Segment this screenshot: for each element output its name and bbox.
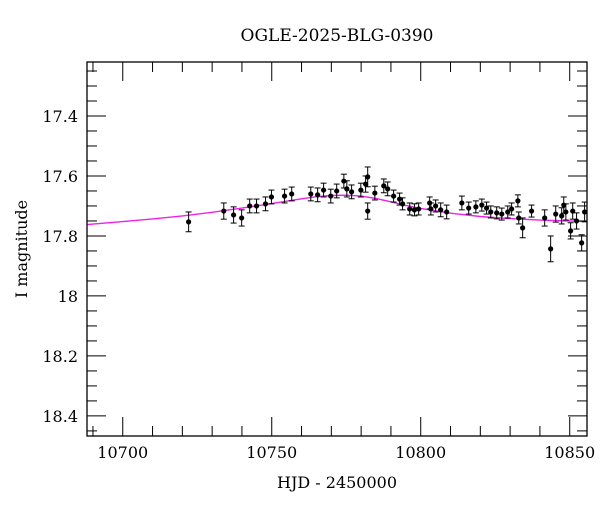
data-points <box>185 166 588 263</box>
x-tick-label: 10800 <box>395 443 446 462</box>
data-point <box>478 198 485 212</box>
data-point <box>528 204 535 218</box>
x-tick-label: 10700 <box>97 443 148 462</box>
x-axis-label: HJD - 2450000 <box>277 473 397 492</box>
y-tick-labels: 17.4 17.6 17.8 18 18.2 18.4 <box>42 107 78 426</box>
model-curve-line <box>86 194 588 226</box>
data-point <box>552 205 559 223</box>
data-point <box>443 204 450 220</box>
data-point <box>483 201 490 215</box>
y-axis-label: I magnitude <box>12 200 31 298</box>
y-tick-label: 17.4 <box>42 107 78 126</box>
data-point <box>458 195 465 211</box>
data-point <box>371 185 378 201</box>
data-point <box>519 217 526 239</box>
data-point <box>238 209 245 227</box>
data-point <box>281 188 288 204</box>
data-point <box>220 202 227 220</box>
data-point <box>415 202 422 216</box>
data-point <box>262 196 269 212</box>
data-point <box>364 166 371 188</box>
y-tick-label: 18.4 <box>42 407 78 426</box>
data-point <box>515 211 522 225</box>
data-point <box>333 183 340 199</box>
data-point <box>411 203 418 217</box>
axis-ticks <box>87 62 587 436</box>
data-point <box>384 181 391 197</box>
data-point <box>487 205 494 219</box>
data-point <box>185 211 192 233</box>
data-point <box>541 209 548 227</box>
data-point <box>380 178 387 194</box>
data-point <box>514 194 521 208</box>
model-curve <box>86 194 588 226</box>
data-point <box>253 198 260 214</box>
data-point <box>465 201 472 215</box>
data-point <box>562 203 569 221</box>
data-point <box>547 235 554 263</box>
data-point <box>357 182 364 198</box>
x-tick-labels: 10700 10750 10800 10850 <box>97 443 595 462</box>
data-point <box>508 202 515 216</box>
data-point <box>364 202 371 220</box>
data-point <box>427 202 434 216</box>
data-point <box>504 205 511 219</box>
data-point <box>230 206 237 224</box>
y-tick-label: 18 <box>58 287 78 306</box>
data-point <box>307 186 314 202</box>
plot-frame <box>86 61 588 437</box>
data-point <box>578 234 585 252</box>
data-point <box>406 202 413 216</box>
data-point <box>498 207 505 221</box>
data-point <box>343 180 350 198</box>
data-point <box>246 198 253 214</box>
y-tick-label: 17.8 <box>42 227 78 246</box>
data-point <box>432 199 439 213</box>
data-point <box>348 184 355 200</box>
data-point <box>327 188 334 204</box>
data-point <box>437 202 444 218</box>
x-tick-label: 10850 <box>544 443 595 462</box>
data-point <box>320 182 327 198</box>
data-point <box>268 189 275 205</box>
data-point <box>399 197 406 211</box>
data-point <box>288 186 295 202</box>
data-point <box>472 200 479 214</box>
data-point <box>314 187 321 203</box>
y-tick-label: 18.2 <box>42 347 78 366</box>
data-point <box>569 202 576 220</box>
data-point <box>573 212 580 230</box>
data-point <box>493 206 500 220</box>
chart-title: OGLE-2025-BLG-0390 <box>241 26 434 46</box>
y-tick-label: 17.6 <box>42 167 78 186</box>
x-tick-label: 10750 <box>246 443 297 462</box>
data-point <box>390 189 397 203</box>
data-point <box>567 222 574 240</box>
